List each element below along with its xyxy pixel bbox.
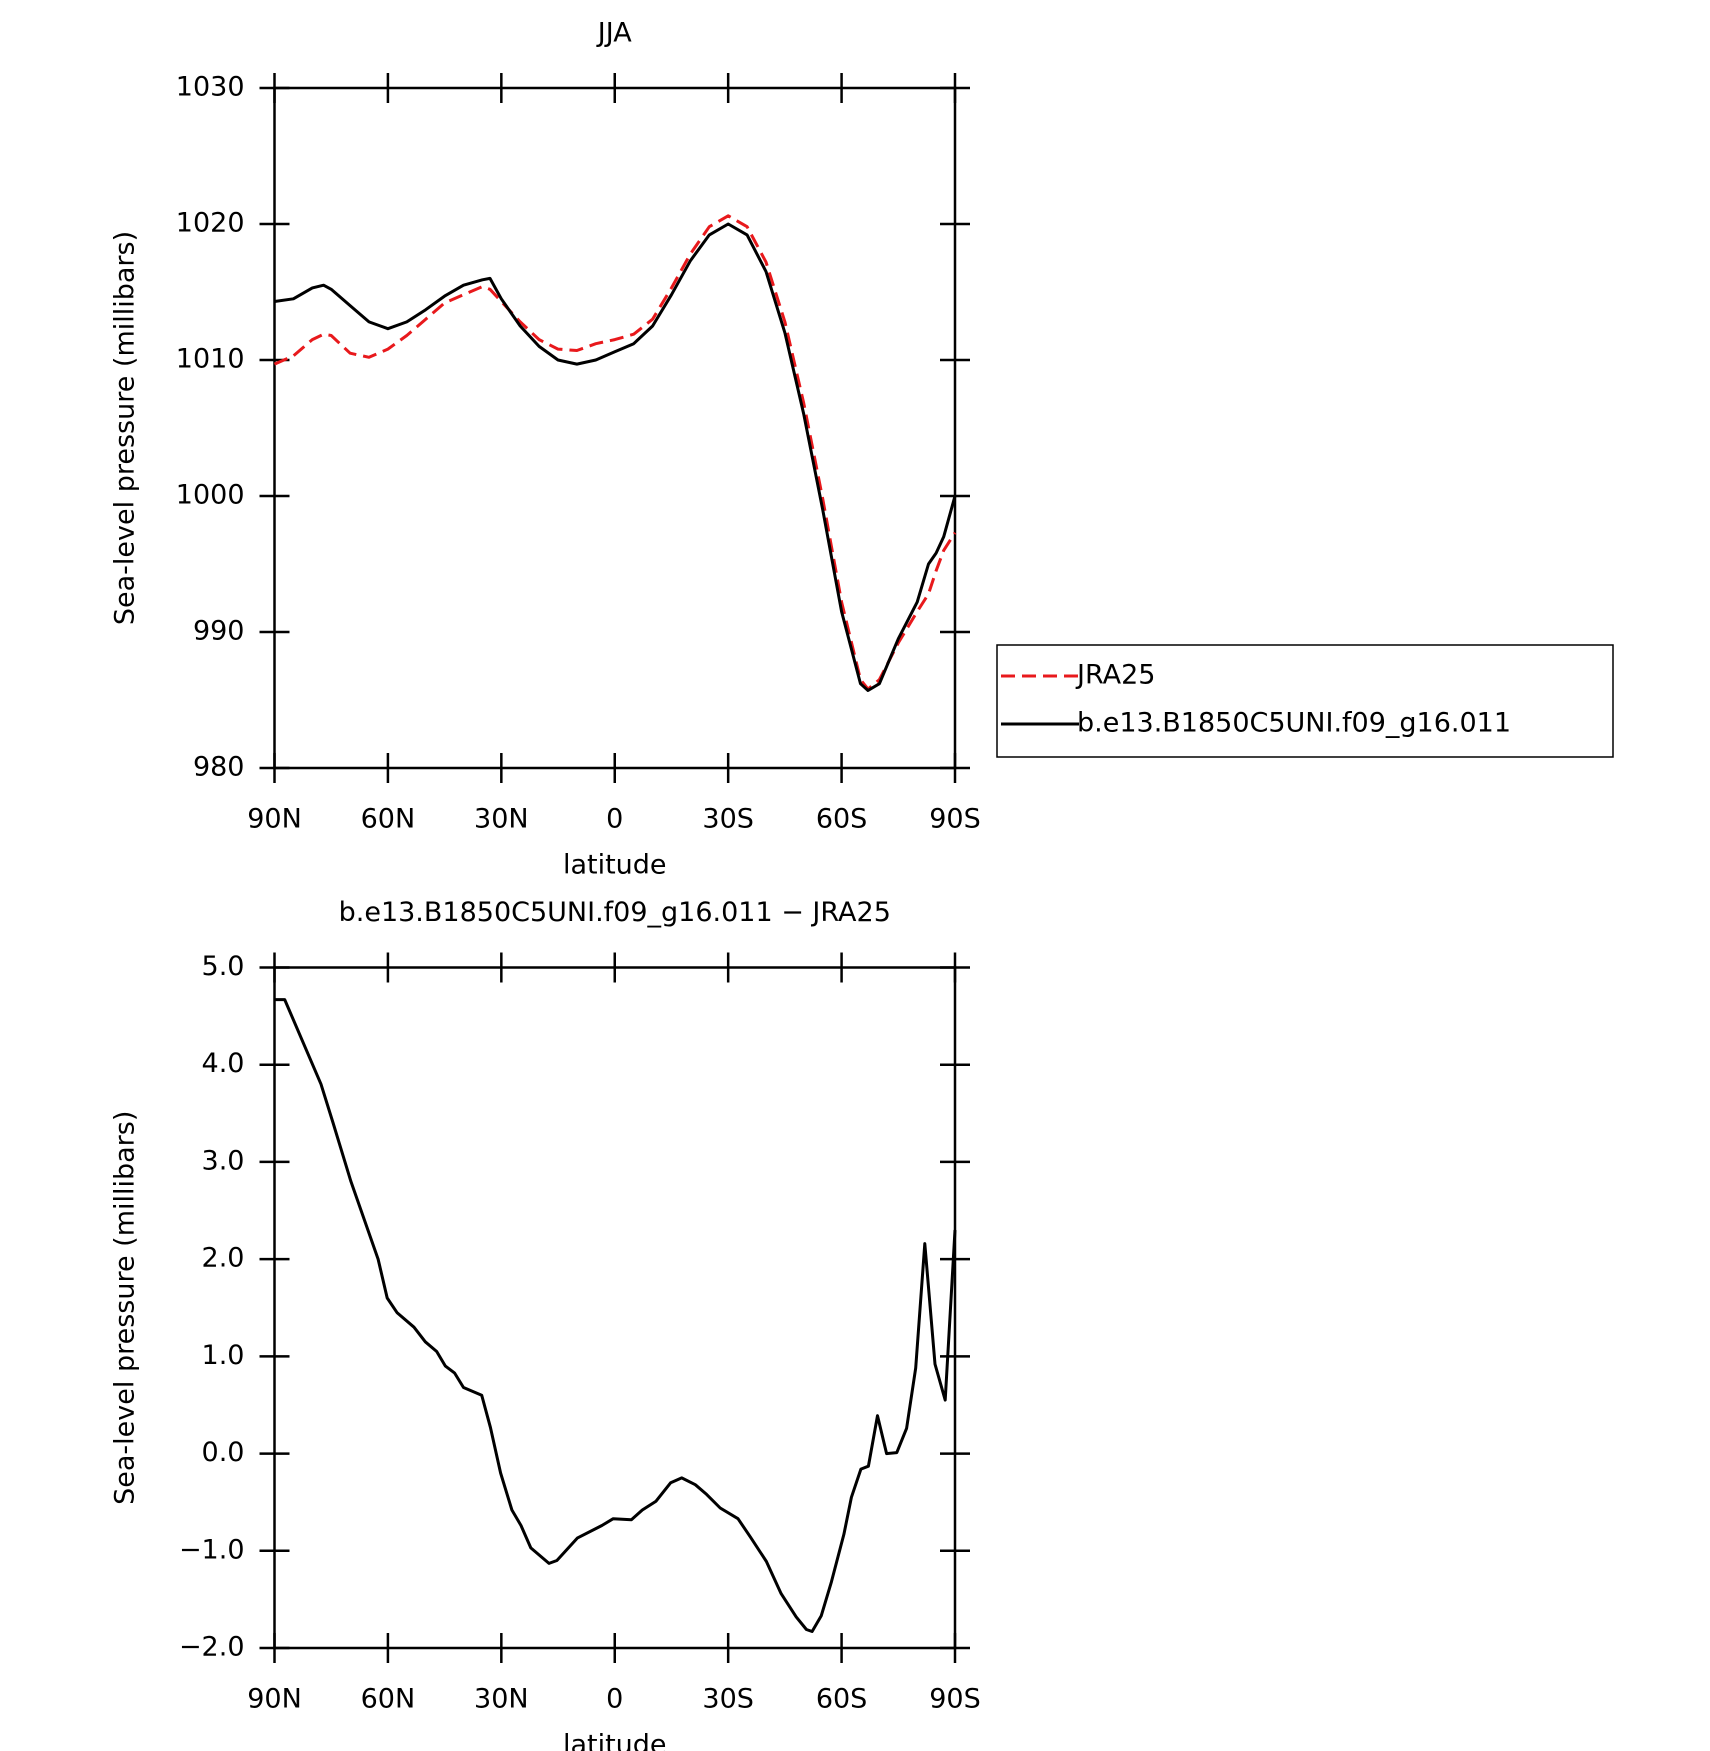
y-tick-label: 1010 — [176, 344, 245, 375]
x-tick-label: 0 — [606, 1684, 623, 1715]
x-tick-label: 60S — [816, 804, 868, 835]
y-axis-label: Sea-level pressure (millibars) — [110, 231, 141, 625]
chart-title: JJA — [596, 18, 632, 49]
x-tick-label: 0 — [606, 804, 623, 835]
x-tick-label: 60S — [816, 1684, 868, 1715]
x-tick-label: 30N — [474, 804, 529, 835]
x-tick-label: 30S — [702, 804, 754, 835]
x-tick-label: 90N — [247, 804, 302, 835]
y-tick-label: −2.0 — [179, 1632, 245, 1663]
diff-line — [274, 998, 957, 1633]
y-tick-label: 3.0 — [202, 1145, 245, 1176]
y-axis-label: Sea-level pressure (millibars) — [110, 1111, 141, 1505]
x-tick-label: 60N — [361, 804, 416, 835]
y-tick-label: 0.0 — [202, 1437, 245, 1468]
y-tick-label: 1030 — [176, 72, 245, 103]
y-tick-label: 1020 — [176, 208, 245, 239]
plot-frame — [273, 86, 957, 770]
series-line — [273, 214, 957, 691]
y-tick-label: 5.0 — [202, 951, 245, 982]
y-tick-label: 1.0 — [202, 1340, 245, 1371]
x-tick-label: 60N — [361, 1684, 416, 1715]
x-tick-label: 90S — [929, 1684, 981, 1715]
chart-title: b.e13.B1850C5UNI.f09_g16.011 − JRA25 — [339, 897, 891, 928]
y-tick-label: 990 — [193, 616, 245, 647]
y-tick-label: 1000 — [176, 480, 245, 511]
legend-label: JRA25 — [1075, 660, 1155, 691]
y-tick-label: 4.0 — [202, 1048, 245, 1079]
x-axis-label: latitude — [563, 850, 667, 881]
y-tick-label: −1.0 — [179, 1534, 245, 1565]
legend-label: b.e13.B1850C5UNI.f09_g16.011 — [1077, 708, 1511, 739]
legend-box — [996, 644, 1614, 758]
plot-frame — [273, 966, 957, 1650]
x-tick-label: 90S — [929, 804, 981, 835]
x-tick-label: 90N — [247, 1684, 302, 1715]
series-line — [274, 222, 957, 692]
x-tick-label: 30S — [702, 1684, 754, 1715]
y-tick-label: 2.0 — [202, 1243, 245, 1274]
x-axis-label: latitude — [563, 1730, 667, 1751]
x-tick-label: 30N — [474, 1684, 529, 1715]
y-tick-label: 980 — [193, 752, 245, 783]
